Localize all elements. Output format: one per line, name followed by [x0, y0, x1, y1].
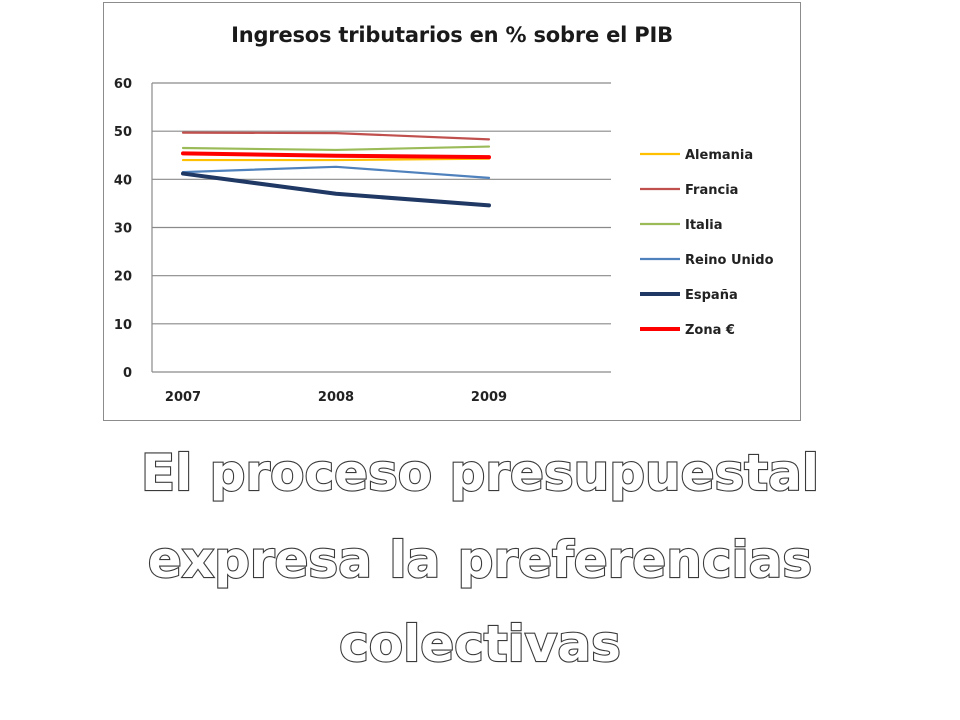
- series-line: [181, 165, 491, 179]
- y-tick-label: 60: [114, 77, 132, 92]
- y-tick-label: 10: [114, 318, 132, 333]
- x-tick-label: 2007: [165, 390, 201, 405]
- line-chart: 0 10 20 30 40 50 60 2007 2008 2009 Alemania Franc…: [114, 77, 774, 405]
- chart-title: Ingresos tributarios en % sobre el PIB: [231, 23, 673, 47]
- y-tick-label: 40: [114, 173, 132, 188]
- x-tick-label: 2008: [318, 390, 354, 405]
- legend-label: Francia: [685, 183, 738, 198]
- series-line: [181, 131, 491, 141]
- legend: Alemania Francia Italia Reino Unido España Zo…: [640, 148, 774, 338]
- axes: [151, 83, 611, 373]
- y-tick-label: 30: [114, 222, 132, 237]
- caption-line-2: expresa la preferencias: [147, 530, 813, 590]
- legend-label: Italia: [685, 218, 723, 233]
- legend-label: Zona €: [685, 323, 735, 338]
- x-tick-labels: 2007 2008 2009: [165, 390, 507, 405]
- caption-line-3: colectivas: [338, 614, 622, 674]
- series-line: [181, 171, 491, 208]
- x-tick-label: 2009: [471, 390, 507, 405]
- legend-label: España: [685, 288, 738, 303]
- y-tick-label: 50: [114, 125, 132, 140]
- caption-line-1: El proceso presupuestal: [140, 443, 820, 503]
- y-tick-label: 0: [123, 366, 132, 381]
- legend-label: Reino Unido: [685, 253, 774, 268]
- series-line: [181, 157, 491, 162]
- y-tick-labels: 0 10 20 30 40 50 60: [114, 77, 132, 381]
- series-line: [181, 145, 491, 152]
- legend-label: Alemania: [685, 148, 753, 163]
- y-tick-label: 20: [114, 270, 132, 285]
- series-line: [181, 151, 491, 160]
- gridlines: [152, 82, 611, 325]
- series-lines: [181, 131, 491, 208]
- chart-frame: Ingresos tributarios en % sobre el PIB 0…: [103, 2, 801, 421]
